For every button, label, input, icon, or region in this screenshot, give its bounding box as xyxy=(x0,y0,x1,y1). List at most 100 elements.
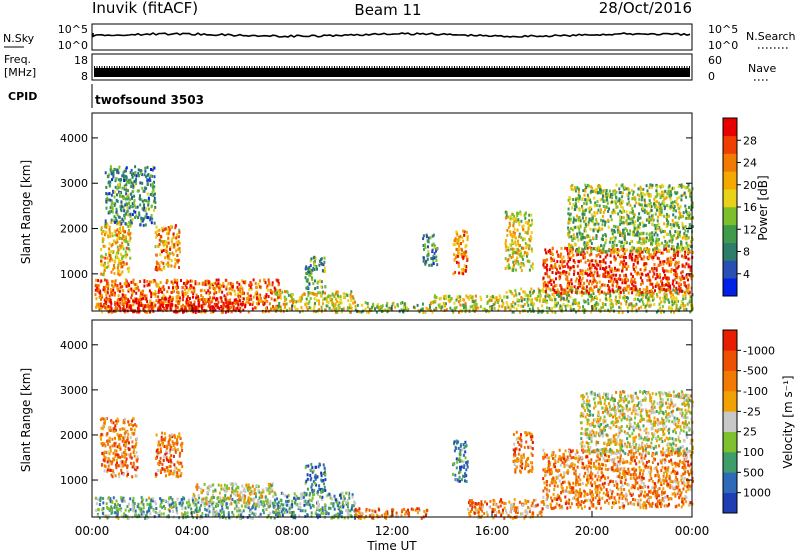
power-echo-cell xyxy=(323,260,326,264)
power-echo-cell xyxy=(580,234,583,238)
power-echo-cell xyxy=(655,266,658,270)
power-echo-cell xyxy=(592,280,594,284)
power-echo-cell xyxy=(175,299,178,303)
power-echo-cell xyxy=(506,265,509,269)
power-echo-cell xyxy=(325,304,328,308)
power-echo-cell xyxy=(238,299,241,303)
power-echo-cell xyxy=(453,301,456,305)
power-echo-cell xyxy=(640,305,643,309)
power-echo-cell xyxy=(452,310,455,314)
power-echo-cell xyxy=(598,288,601,292)
power-echo-cell xyxy=(267,288,270,292)
power-echo-cell xyxy=(115,255,118,259)
power-echo-cell xyxy=(367,310,370,314)
power-echo-cell xyxy=(559,266,562,270)
power-echo-cell xyxy=(523,298,526,301)
power-echo-cell xyxy=(200,294,203,297)
power-echo-cell xyxy=(338,307,341,311)
power-echo-cell xyxy=(584,246,587,250)
power-echo-cell xyxy=(563,259,566,263)
velocity-echo-cell xyxy=(162,512,165,516)
power-echo-cell xyxy=(572,253,575,257)
power-echo-cell xyxy=(691,225,694,228)
power-echo-cell xyxy=(339,298,342,302)
power-echo-cell xyxy=(173,278,176,282)
power-echo-cell xyxy=(104,297,107,301)
power-echo-cell xyxy=(342,292,345,296)
power-echo-cell xyxy=(165,262,168,266)
power-echo-cell xyxy=(507,225,510,229)
power-echo-cell xyxy=(520,299,523,303)
velocity-echo-cell xyxy=(160,512,163,516)
power-echo-cell xyxy=(141,181,144,185)
power-echo-cell xyxy=(652,286,654,289)
power-echo-cell xyxy=(669,207,672,211)
power-echo-cell xyxy=(526,300,529,304)
power-echo-cell xyxy=(469,294,472,298)
velocity-echo-cell xyxy=(171,498,174,501)
velocity-echo-cell xyxy=(229,516,232,520)
power-echo-cell xyxy=(641,242,644,246)
power-echo-cell xyxy=(524,242,527,245)
power-echo-cell xyxy=(431,243,434,247)
power-echo-cell xyxy=(128,202,131,205)
power-echo-cell xyxy=(615,195,617,199)
power-echo-cell xyxy=(632,304,635,308)
power-echo-cell xyxy=(654,289,656,293)
power-echo-cell xyxy=(631,275,634,278)
power-echo-cell xyxy=(147,303,149,307)
power-echo-cell xyxy=(672,268,675,272)
power-echo-cell xyxy=(105,200,108,204)
power-echo-cell xyxy=(122,255,125,259)
power-echo-cell xyxy=(531,222,534,226)
power-echo-cell xyxy=(255,290,258,294)
power-echo-cell xyxy=(308,267,310,271)
power-echo-cell xyxy=(530,287,533,291)
power-echo-cell xyxy=(616,199,619,203)
power-echo-cell xyxy=(309,306,312,310)
power-echo-cell xyxy=(642,207,645,211)
power-echo-cell xyxy=(117,230,120,234)
power-echo-cell xyxy=(585,235,588,239)
velocity-echo-cell xyxy=(155,507,158,510)
power-echo-cell xyxy=(180,279,182,282)
power-echo-cell xyxy=(597,208,600,212)
power-echo-cell xyxy=(441,305,444,309)
power-echo-cell xyxy=(680,185,683,189)
power-echo-cell xyxy=(111,178,114,182)
power-echo-cell xyxy=(162,249,165,252)
power-echo-cell xyxy=(179,308,182,312)
power-echo-cell xyxy=(568,293,570,297)
power-echo-cell xyxy=(110,218,113,222)
power-echo-cell xyxy=(666,222,669,226)
power-echo-cell xyxy=(559,260,562,264)
power-echo-cell xyxy=(657,263,660,267)
velocity-echo-cell xyxy=(207,507,210,510)
power-echo-cell xyxy=(259,296,262,300)
power-echo-cell xyxy=(584,188,586,191)
power-echo-cell xyxy=(570,244,573,247)
power-echo-cell xyxy=(599,255,602,259)
power-echo-cell xyxy=(457,300,460,304)
cpid-label: CPID xyxy=(8,90,37,103)
power-echo-cell xyxy=(643,262,646,266)
power-echo-cell xyxy=(531,304,534,308)
power-echo-cell xyxy=(533,302,536,306)
power-echo-cell xyxy=(657,283,660,287)
power-echo-cell xyxy=(671,240,673,244)
power-echo-cell xyxy=(325,297,328,301)
power-echo-cell xyxy=(550,264,553,268)
power-echo-cell xyxy=(663,190,666,194)
power-echo-cell xyxy=(134,215,137,219)
power-echo-cell xyxy=(122,219,125,223)
power-echo-cell xyxy=(241,287,244,291)
power-echo-cell xyxy=(203,289,206,293)
power-echo-cell xyxy=(166,254,169,258)
power-echo-cell xyxy=(550,283,553,287)
power-echo-cell xyxy=(563,288,566,292)
power-echo-cell xyxy=(596,249,599,253)
power-echo-cell xyxy=(653,249,656,253)
power-echo-cell xyxy=(107,297,110,301)
power-echo-cell xyxy=(551,293,554,296)
